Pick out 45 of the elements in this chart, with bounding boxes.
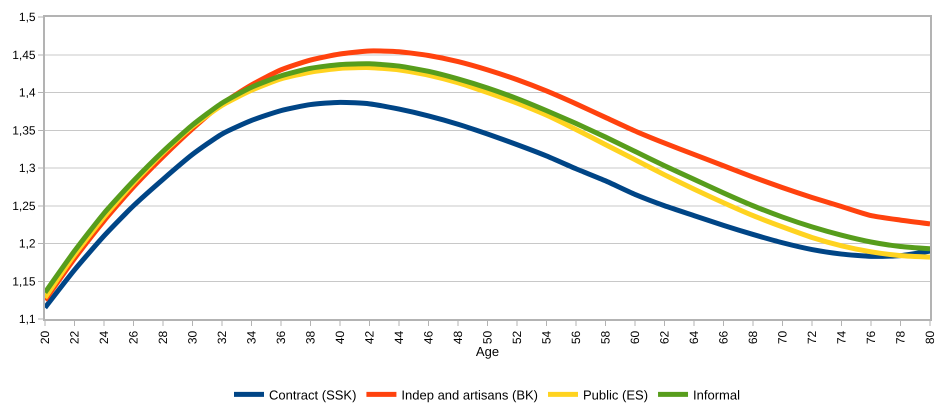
x-tick-label: 50	[480, 330, 494, 344]
y-tick-label: 1,25	[12, 198, 36, 213]
x-tick-label: 64	[686, 330, 701, 344]
x-tick-label: 30	[185, 330, 200, 344]
legend-label: Contract (SSK)	[269, 387, 356, 402]
x-tick-label: 24	[96, 330, 111, 344]
x-tick-label: 52	[510, 330, 524, 344]
x-tick-label: 56	[568, 330, 583, 344]
x-tick-label: 40	[332, 330, 347, 344]
x-tick-label: 70	[775, 330, 790, 344]
x-tick-label: 44	[392, 330, 406, 344]
x-tick-label: 28	[156, 330, 170, 344]
y-tick-label: 1,4	[18, 86, 36, 100]
x-tick-label: 68	[746, 330, 760, 344]
y-tick-label: 1,2	[18, 236, 36, 251]
x-tick-label: 74	[834, 330, 848, 344]
y-tick-label: 1,15	[12, 274, 36, 288]
x-tick-label: 62	[657, 330, 672, 344]
x-tick-label: 34	[244, 330, 258, 344]
x-tick-label: 26	[126, 330, 140, 344]
legend-label: Indep and artisans (BK)	[401, 387, 538, 402]
x-tick-label: 72	[804, 330, 819, 344]
y-tick-label: 1,45	[12, 48, 36, 62]
x-tick-label: 36	[274, 330, 288, 344]
y-tick-label: 1,35	[12, 123, 36, 138]
x-tick-label: 32	[214, 330, 229, 344]
x-tick-label: 58	[598, 330, 612, 344]
x-tick-label: 78	[893, 330, 908, 344]
x-tick-label: 80	[922, 330, 937, 344]
x-tick-label: 76	[864, 330, 878, 344]
legend-label: Public (ES)	[583, 387, 648, 402]
x-tick-label: 46	[421, 330, 436, 344]
x-tick-label: 66	[716, 330, 730, 344]
x-tick-label: 60	[628, 330, 642, 344]
x-tick-label: 48	[450, 330, 465, 344]
x-tick-label: 38	[303, 330, 318, 344]
y-tick-label: 1,1	[18, 312, 36, 326]
y-tick-label: 1,3	[18, 161, 36, 176]
x-tick-label: 42	[362, 330, 376, 344]
legend-label: Informal	[693, 387, 740, 402]
x-tick-label: 54	[539, 330, 554, 344]
x-tick-label: 22	[67, 330, 82, 344]
y-tick-label: 1,5	[18, 10, 36, 24]
x-tick-label: 20	[38, 330, 52, 344]
x-axis-title: Age	[476, 344, 500, 360]
